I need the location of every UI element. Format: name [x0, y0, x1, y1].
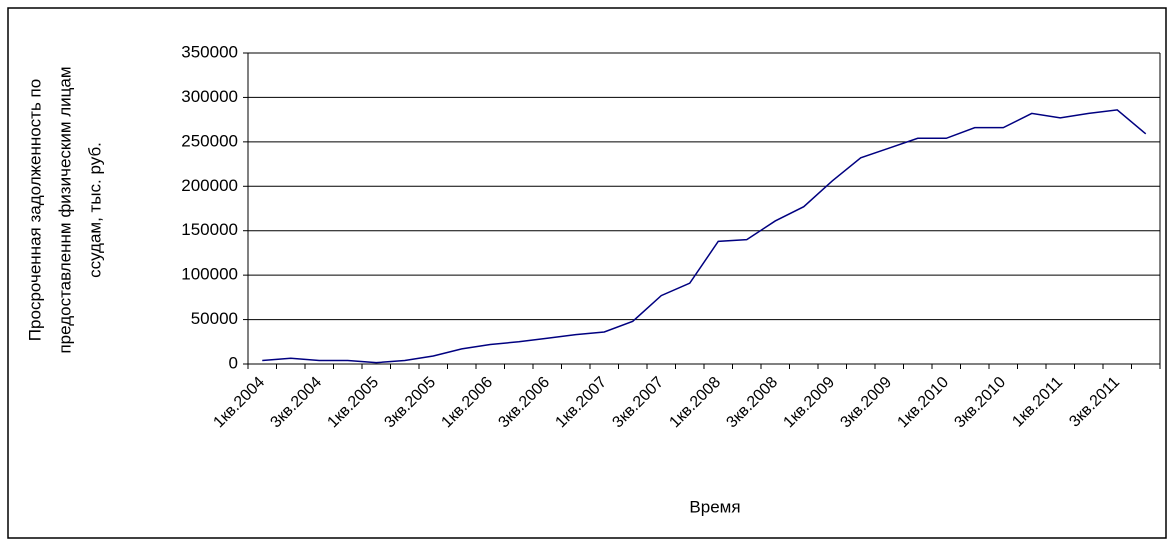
y-tick-label: 50000: [191, 309, 238, 328]
y-tick-label: 250000: [181, 131, 238, 150]
data-line: [262, 109, 1147, 364]
y-axis-title: Просроченная задолженность по: [25, 79, 44, 341]
y-axis-title: ссудам, тыс. руб.: [85, 142, 104, 278]
y-tick-label: 100000: [181, 265, 238, 284]
y-tick-label: 200000: [181, 176, 238, 195]
y-tick-label: 300000: [181, 87, 238, 106]
y-tick-label: 0: [229, 353, 238, 372]
x-axis-title: Время: [689, 497, 740, 516]
chart-frame: [7, 7, 1167, 539]
y-axis-title: предоставленнм физическим лицам: [55, 66, 74, 353]
y-tick-label: 350000: [181, 42, 238, 61]
y-tick-label: 150000: [181, 220, 238, 239]
